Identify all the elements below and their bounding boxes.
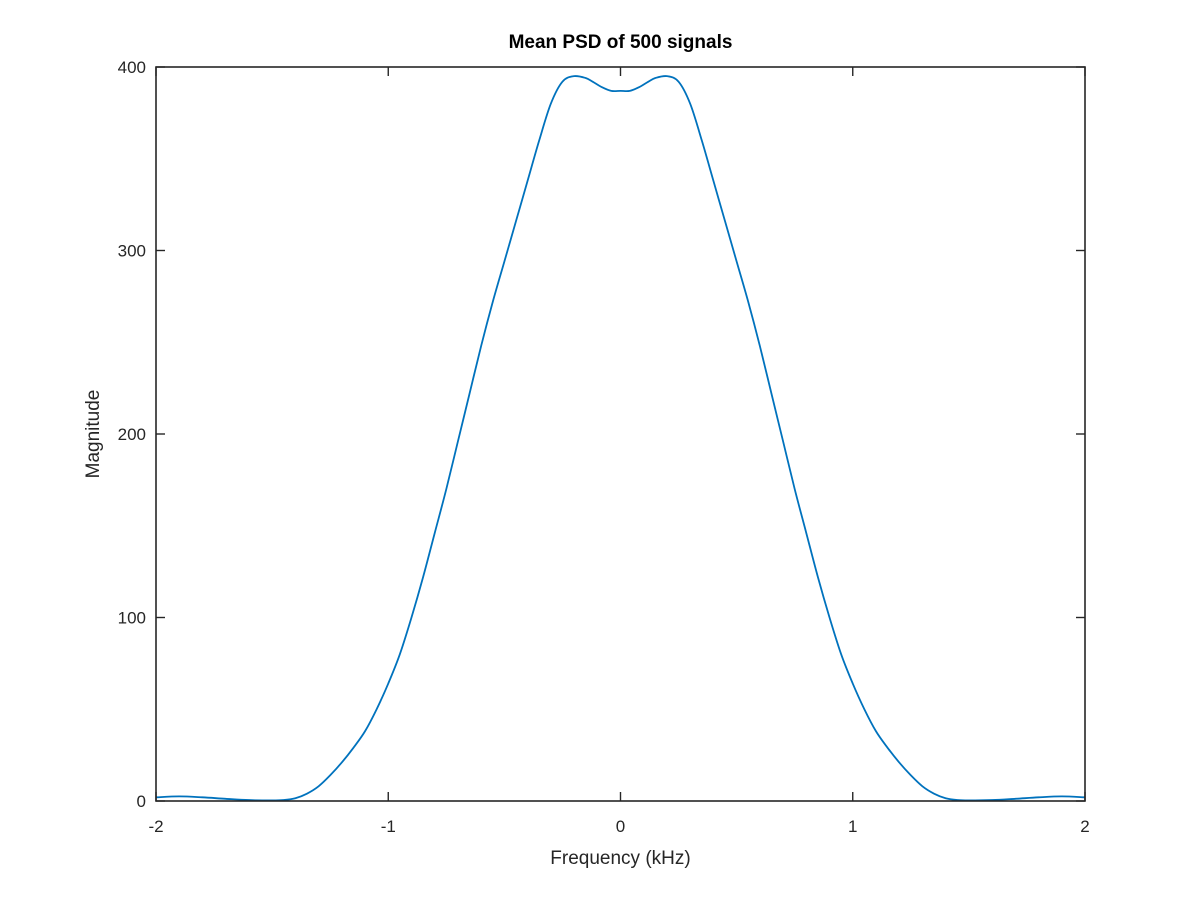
x-tick-label: 2: [1080, 817, 1089, 836]
psd-series-line: [155, 75, 1086, 802]
chart-title: Mean PSD of 500 signals: [509, 32, 733, 53]
x-axis-label: Frequency (kHz): [550, 848, 690, 869]
y-tick-label: 100: [118, 609, 146, 628]
x-tick-label: 0: [616, 817, 625, 836]
y-tick-label: 0: [137, 792, 146, 811]
x-tick-label: 1: [848, 817, 857, 836]
series-layer: [155, 75, 1086, 802]
y-axis-label: Magnitude: [83, 390, 104, 479]
ticks-layer: -2 -1 0 1 2 0 100 200 300 400: [118, 58, 1090, 836]
x-tick-label: -2: [148, 817, 163, 836]
y-tick-label: 300: [118, 242, 146, 261]
x-tick-label: -1: [381, 817, 396, 836]
y-tick-label: 200: [118, 425, 146, 444]
y-tick-label: 400: [118, 58, 146, 77]
plot-area: [156, 67, 1085, 801]
